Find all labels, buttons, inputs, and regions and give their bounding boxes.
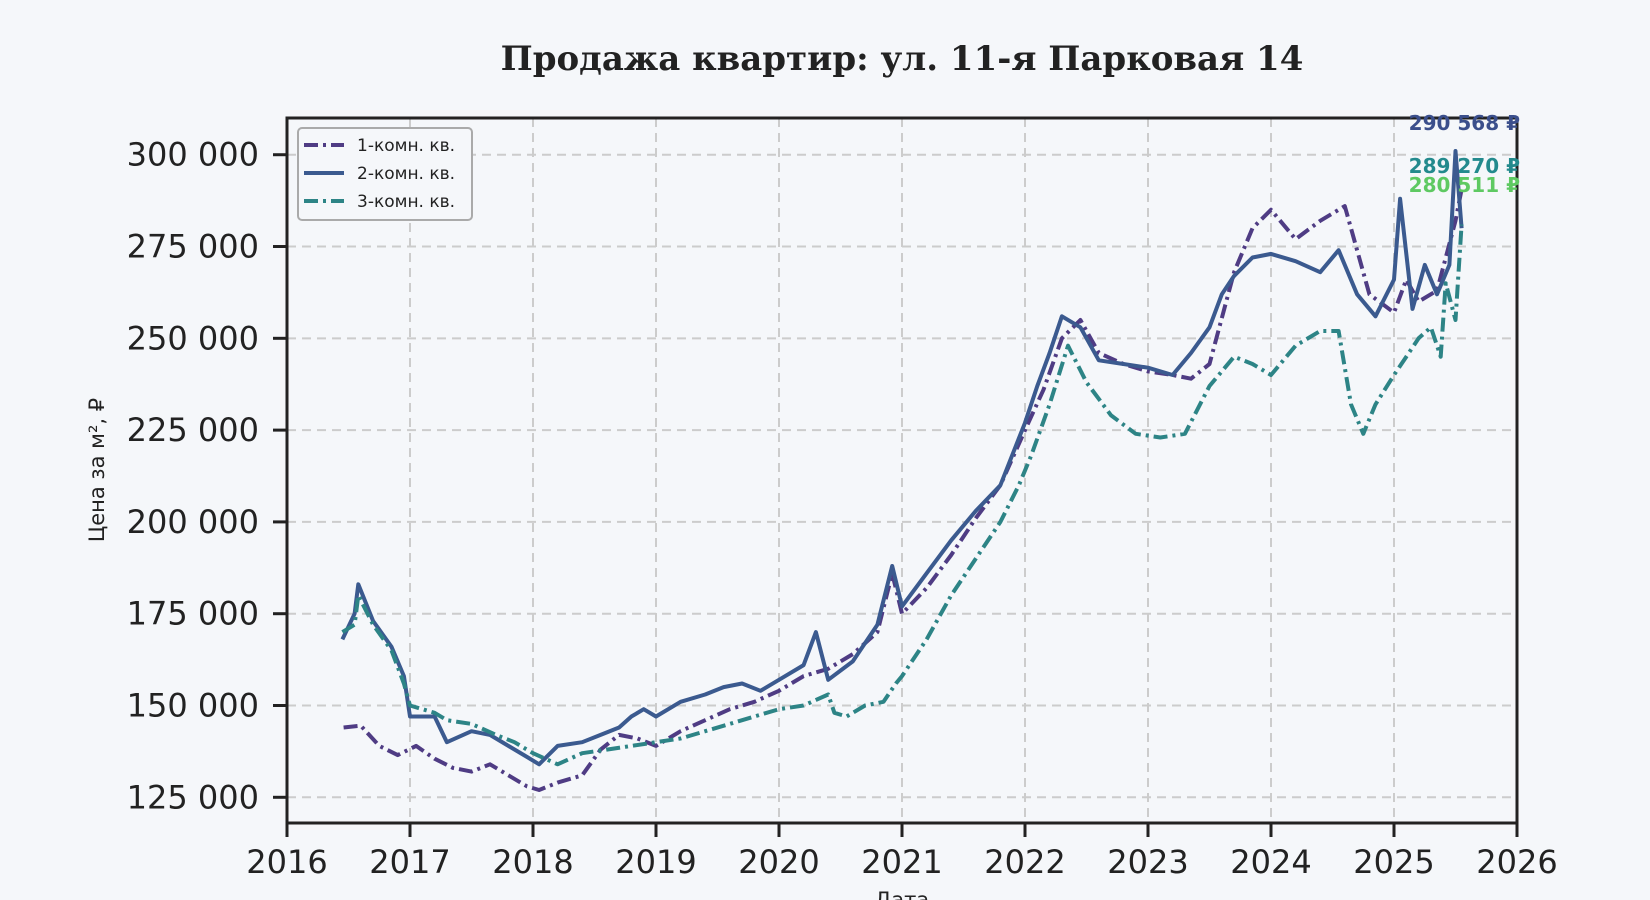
legend-label-1: 1-комн. кв. bbox=[357, 136, 455, 156]
legend-label-3: 3-комн. кв. bbox=[357, 192, 455, 212]
x-axis-label: Дата bbox=[875, 888, 929, 900]
y-tick-label: 250 000 bbox=[127, 319, 259, 357]
legend-label-2: 2-комн. кв. bbox=[357, 164, 455, 184]
y-tick-label: 200 000 bbox=[127, 503, 259, 541]
axis-ticks: 2016 2017 2018 2019 2020 2021 2022 2023 2024 2025… bbox=[127, 136, 1558, 881]
series-lines bbox=[340, 149, 1464, 792]
y-tick-label: 300 000 bbox=[127, 136, 259, 174]
end-labels: 290 568 ₽ 289 270 ₽280 511 ₽ bbox=[1409, 111, 1520, 197]
y-tick-label: 125 000 bbox=[127, 778, 259, 816]
legend-box bbox=[297, 127, 473, 221]
chart-title: Продажа квартир: ул. 11-я Парковая 14 bbox=[501, 39, 1304, 79]
x-tick-label: 2016 bbox=[246, 843, 327, 881]
series-line-2 bbox=[340, 149, 1464, 767]
x-tick-label: 2017 bbox=[369, 843, 450, 881]
x-tick-label: 2024 bbox=[1230, 843, 1311, 881]
x-tick-label: 2023 bbox=[1107, 843, 1188, 881]
series-line-1 bbox=[343, 189, 1464, 792]
series-line-3 bbox=[341, 224, 1464, 767]
end-label-3: 280 511 ₽ bbox=[1409, 173, 1520, 197]
x-tick-label: 2021 bbox=[861, 843, 942, 881]
end-label-2: 289 270 ₽ bbox=[1409, 154, 1520, 178]
end-label-1: 290 568 ₽ bbox=[1409, 111, 1520, 135]
y-tick-label: 175 000 bbox=[127, 595, 259, 633]
y-axis-label: Цена за м², ₽ bbox=[85, 398, 109, 542]
legend-entries: 1-комн. кв. 2-комн. кв. 3-комн. кв. bbox=[304, 136, 455, 212]
legend: 1-комн. кв. 2-комн. кв. 3-комн. кв. bbox=[297, 127, 473, 221]
x-tick-label: 2025 bbox=[1353, 843, 1434, 881]
x-tick-label: 2018 bbox=[492, 843, 573, 881]
x-tick-label: 2026 bbox=[1476, 843, 1557, 881]
y-tick-label: 150 000 bbox=[127, 687, 259, 725]
y-tick-label: 275 000 bbox=[127, 228, 259, 266]
grid bbox=[287, 118, 1517, 823]
x-tick-label: 2020 bbox=[738, 843, 819, 881]
x-tick-label: 2019 bbox=[615, 843, 696, 881]
x-tick-label: 2022 bbox=[984, 843, 1065, 881]
y-tick-label: 225 000 bbox=[127, 411, 259, 449]
